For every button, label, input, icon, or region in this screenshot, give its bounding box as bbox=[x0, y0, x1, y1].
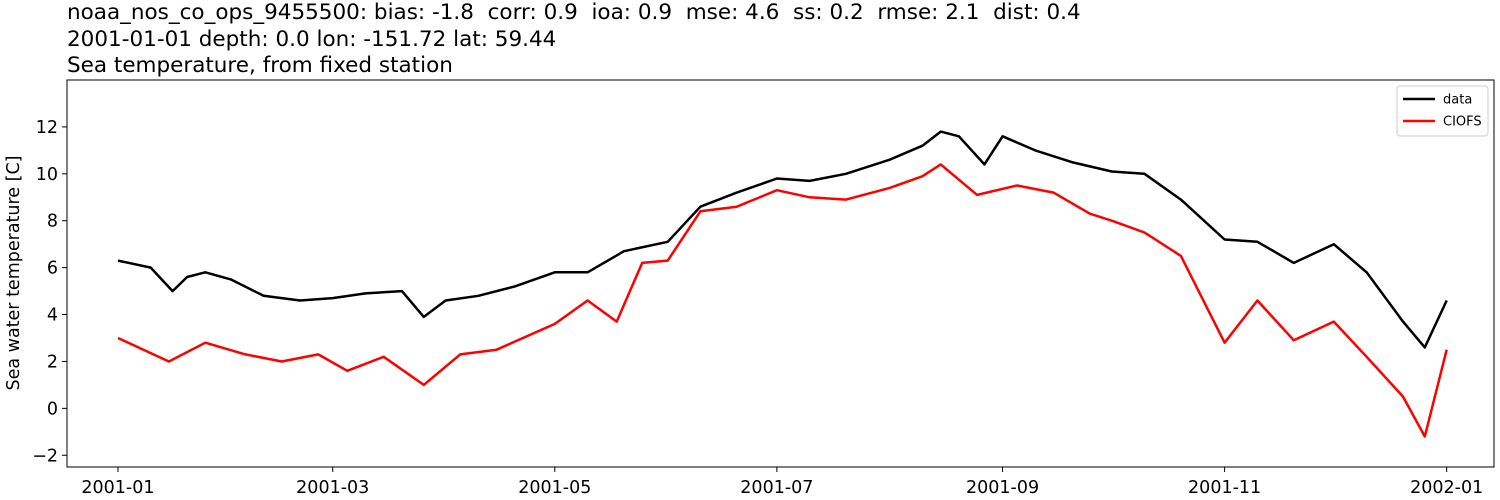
y-tick-label: 4 bbox=[47, 306, 58, 326]
x-tick-label: 2001-11 bbox=[1188, 478, 1261, 498]
chart-title: noaa_nos_co_ops_9455500: bias: -1.8 corr… bbox=[67, 0, 1081, 80]
x-tick-label: 2001-05 bbox=[518, 478, 591, 498]
legend: data CIOFS bbox=[1396, 85, 1489, 137]
title-line-1: noaa_nos_co_ops_9455500: bias: -1.8 corr… bbox=[67, 0, 1081, 25]
plot-series-layer bbox=[117, 130, 1448, 438]
plot-frame bbox=[66, 79, 1495, 468]
x-tick-label: 2001-07 bbox=[740, 478, 813, 498]
y-tick-label: 2 bbox=[47, 352, 58, 372]
x-tick-label: 2001-01 bbox=[81, 478, 154, 498]
legend-label-data: data bbox=[1443, 93, 1472, 108]
x-tick-label: 2002-01 bbox=[1410, 478, 1483, 498]
series-line-data bbox=[117, 130, 1448, 349]
series-line-ciofs bbox=[117, 163, 1448, 438]
y-tick-label: 12 bbox=[36, 118, 58, 138]
y-tick-label: 10 bbox=[36, 165, 58, 185]
y-axis: −2 0 2 4 6 8 10 12 bbox=[32, 118, 67, 466]
x-tick-label: 2001-09 bbox=[966, 478, 1039, 498]
y-axis-label: Sea water temperature [C] bbox=[4, 155, 24, 390]
y-tick-label: −2 bbox=[32, 446, 58, 466]
y-tick-label: 8 bbox=[47, 212, 58, 232]
y-tick-label: 0 bbox=[47, 399, 58, 419]
y-tick-label: 6 bbox=[47, 259, 58, 279]
legend-label-ciofs: CIOFS bbox=[1443, 115, 1482, 130]
x-axis: 2001-01 2001-03 2001-05 2001-07 2001-09 2001-… bbox=[81, 467, 1483, 498]
title-line-3: Sea temperature, from fixed station bbox=[67, 53, 453, 78]
title-line-2: 2001-01-01 depth: 0.0 lon: -151.72 lat: … bbox=[67, 26, 557, 52]
x-tick-label: 2001-03 bbox=[296, 478, 369, 498]
